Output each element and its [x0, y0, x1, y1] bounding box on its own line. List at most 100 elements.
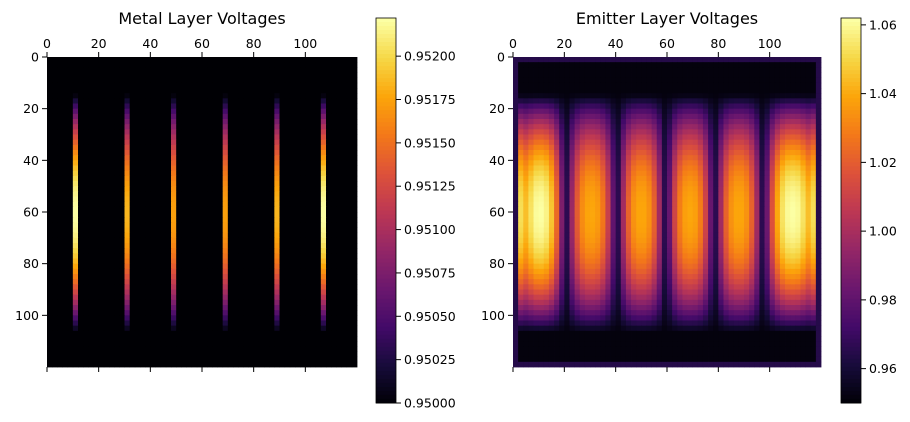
heatmap-cell — [733, 150, 740, 156]
heatmap-cell — [145, 108, 151, 115]
heatmap-cell — [631, 124, 637, 130]
heatmap-cell — [140, 160, 146, 166]
heatmap-cell — [83, 170, 89, 177]
heatmap-cell — [196, 124, 203, 130]
heatmap-cell — [744, 98, 750, 104]
heatmap-cell — [57, 263, 63, 270]
heatmap-cell — [150, 336, 156, 342]
heatmap-cell — [336, 119, 342, 125]
heatmap-cell — [300, 336, 306, 342]
heatmap-cell — [72, 82, 79, 89]
heatmap-cell — [227, 144, 234, 151]
heatmap-cell — [548, 139, 555, 146]
heatmap-cell — [733, 72, 740, 79]
heatmap-cell — [171, 134, 177, 141]
heatmap-cell — [88, 181, 94, 187]
heatmap-cell — [315, 351, 322, 358]
heatmap-cell — [723, 113, 729, 120]
heatmap-cell — [631, 160, 637, 166]
heatmap-cell — [279, 82, 286, 89]
heatmap-cell — [160, 134, 167, 141]
heatmap-cell — [289, 201, 296, 208]
heatmap-cell — [171, 222, 177, 228]
heatmap-cell — [579, 62, 586, 68]
heatmap-cell — [103, 181, 110, 187]
heatmap-cell — [300, 361, 306, 368]
heatmap-cell — [67, 77, 74, 84]
heatmap-cell — [124, 263, 131, 270]
heatmap-cell — [284, 315, 291, 321]
heatmap-cell — [672, 72, 678, 79]
heatmap-cell — [320, 186, 327, 192]
heatmap-cell — [785, 119, 791, 125]
heatmap-cell — [295, 77, 301, 84]
heatmap-cell — [93, 341, 100, 347]
heatmap-cell — [62, 237, 69, 244]
heatmap-cell — [274, 206, 280, 213]
colorbar-swatch — [376, 118, 396, 123]
heatmap-cell — [134, 294, 141, 301]
heatmap-cell — [78, 330, 84, 337]
heatmap-cell — [718, 98, 724, 104]
heatmap-cell — [300, 206, 306, 213]
heatmap-cell — [605, 119, 611, 125]
heatmap-cell — [264, 206, 270, 213]
heatmap-cell — [744, 67, 750, 73]
heatmap-cell — [289, 284, 296, 290]
heatmap-cell — [605, 62, 611, 68]
heatmap-cell — [651, 82, 658, 89]
heatmap-cell — [269, 305, 275, 311]
heatmap-cell — [595, 77, 601, 84]
heatmap-cell — [145, 103, 151, 110]
heatmap-cell — [543, 139, 550, 146]
heatmap-cell — [341, 119, 348, 125]
heatmap-cell — [651, 129, 658, 135]
heatmap-cell — [186, 310, 193, 316]
heatmap-cell — [513, 113, 519, 120]
heatmap-cell — [160, 330, 167, 337]
heatmap-cell — [114, 351, 120, 358]
heatmap-cell — [341, 212, 348, 218]
heatmap-cell — [212, 103, 218, 110]
heatmap-cell — [62, 341, 69, 347]
heatmap-cell — [217, 206, 224, 213]
heatmap-cell — [72, 320, 79, 327]
heatmap-cell — [78, 248, 84, 254]
heatmap-cell — [779, 88, 786, 94]
heatmap-cell — [165, 299, 172, 306]
heatmap-cell — [57, 361, 63, 368]
heatmap-cell — [238, 232, 244, 239]
heatmap-cell — [651, 57, 658, 63]
heatmap-cell — [233, 341, 239, 347]
heatmap-cell — [238, 170, 244, 177]
heatmap-cell — [336, 341, 342, 347]
heatmap-cell — [93, 356, 100, 363]
heatmap-cell — [810, 124, 817, 130]
heatmap-cell — [145, 62, 151, 68]
heatmap-cell — [548, 108, 555, 115]
heatmap-cell — [129, 196, 136, 203]
heatmap-cell — [150, 248, 156, 254]
heatmap-cell — [548, 124, 555, 130]
heatmap-cell — [72, 248, 79, 254]
heatmap-cell — [269, 243, 275, 249]
heatmap-cell — [243, 274, 249, 280]
heatmap-cell — [346, 119, 353, 125]
colorbar-swatch — [376, 130, 396, 135]
heatmap-cell — [769, 93, 776, 99]
heatmap-cell — [114, 237, 120, 244]
heatmap-cell — [93, 258, 100, 265]
heatmap-cell — [331, 212, 337, 218]
heatmap-cell — [579, 160, 586, 166]
heatmap-cell — [320, 232, 327, 239]
heatmap-cell — [590, 124, 596, 130]
colorbar-swatch — [376, 226, 396, 232]
heatmap-cell — [191, 139, 198, 146]
heatmap-cell — [264, 144, 270, 151]
heatmap-cell — [67, 108, 74, 115]
heatmap-cell — [181, 57, 187, 63]
heatmap-cell — [264, 268, 270, 275]
heatmap-cell — [274, 274, 280, 280]
heatmap-cell — [336, 336, 342, 342]
heatmap-cell — [98, 88, 105, 94]
